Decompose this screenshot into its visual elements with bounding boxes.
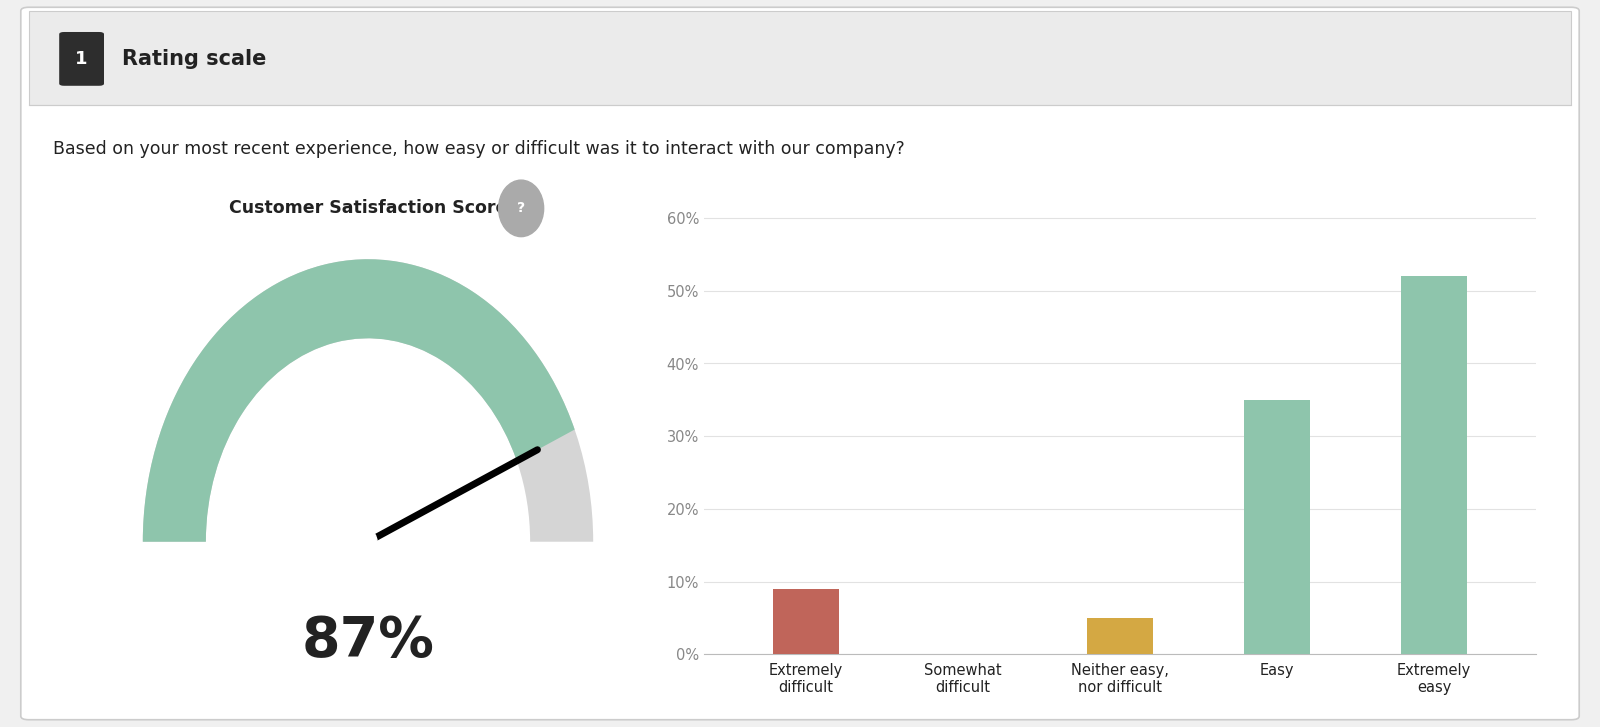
Circle shape xyxy=(358,531,378,553)
Wedge shape xyxy=(142,260,594,542)
Bar xyxy=(1245,400,1310,654)
FancyBboxPatch shape xyxy=(21,7,1579,720)
Bar xyxy=(1086,618,1154,654)
FancyBboxPatch shape xyxy=(29,11,1571,105)
Text: 1: 1 xyxy=(75,50,88,68)
FancyBboxPatch shape xyxy=(59,32,104,86)
Text: ?: ? xyxy=(517,201,525,215)
Text: Based on your most recent experience, how easy or difficult was it to interact w: Based on your most recent experience, ho… xyxy=(53,140,904,158)
Bar xyxy=(1402,276,1467,654)
Text: Rating scale: Rating scale xyxy=(122,49,266,69)
Bar xyxy=(773,589,838,654)
Circle shape xyxy=(499,180,544,236)
Wedge shape xyxy=(142,260,574,542)
Text: 87%: 87% xyxy=(301,614,435,667)
Text: Customer Satisfaction Score: Customer Satisfaction Score xyxy=(229,199,507,217)
